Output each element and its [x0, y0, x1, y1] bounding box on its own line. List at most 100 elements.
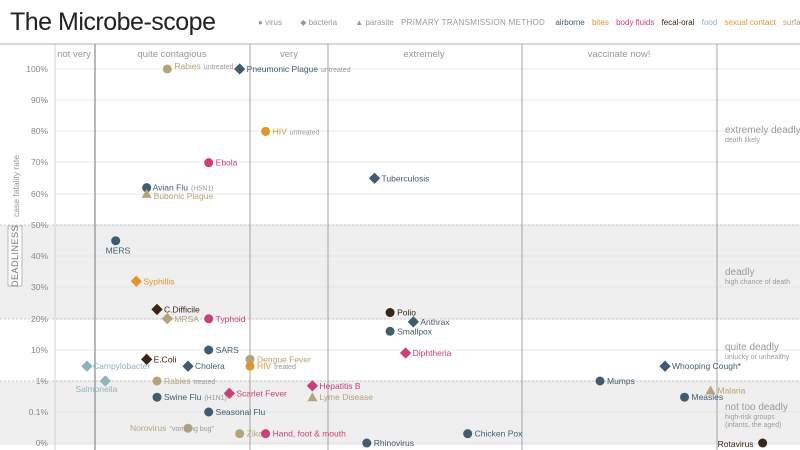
point-virus: [152, 392, 162, 402]
y-axis-title-box: [7, 225, 23, 287]
y-tick-label: 70%: [31, 157, 48, 167]
y-tick-label: 20%: [31, 314, 48, 324]
point-label: Polio: [397, 308, 416, 318]
point-label: Rabies untreated: [174, 61, 233, 71]
legend-virus: ● virus: [258, 18, 282, 27]
x-band-label: vaccinate now!: [588, 49, 651, 60]
point-virus: [204, 345, 214, 355]
legend-bacteria: ◆ bacteria: [300, 18, 338, 27]
point-label: Zika: [247, 429, 263, 439]
y-tick-label: 40%: [31, 251, 48, 261]
legend-surfaces: surfaces: [782, 18, 800, 27]
band-not-too-deadly-shade: [0, 381, 800, 445]
deadliness-band-sub: death likely: [725, 137, 761, 144]
point-note: "vomiting bug": [169, 426, 214, 433]
point-bacteria: [399, 347, 412, 359]
point-virus: [162, 64, 172, 74]
point-label: Smallpox: [397, 326, 433, 336]
point-label: Hand, foot & mouth: [273, 429, 347, 439]
point-label: HIV treated: [257, 361, 296, 371]
point-label: Diphtheria: [413, 348, 452, 358]
point-virus: [385, 326, 395, 336]
point-label: Avian Flu (H5N1): [153, 183, 214, 193]
point-virus: [595, 376, 605, 386]
point-virus: [261, 429, 271, 439]
point-bacteria: [151, 303, 163, 316]
point-note: untreated: [290, 129, 320, 136]
point-label: Measles: [692, 392, 724, 402]
point-label: Anthrax: [420, 317, 450, 327]
deadliness-band-sub: high chance of death: [725, 279, 790, 286]
point-label: SARS: [216, 345, 239, 355]
y-tick-label: 1%: [36, 376, 49, 386]
point-note: (H1N1): [204, 395, 227, 402]
point-label: Dengue Fever: [257, 354, 311, 364]
deadliness-band-sub: (infants, the aged): [725, 422, 781, 429]
method-legend-title: PRIMARY TRANSMISSION METHOD: [401, 18, 546, 27]
point-parasite: [705, 385, 716, 395]
point-label: Syphillis: [143, 276, 174, 286]
deadliness-band-label: not too deadly: [725, 402, 788, 413]
point-bacteria: [81, 360, 93, 372]
point-label: C.Difficile: [164, 304, 200, 314]
method-legend: PRIMARY TRANSMISSION METHOD airborne bit…: [401, 18, 800, 27]
point-label: HIV untreated: [273, 126, 320, 136]
y-tick-label: 0.1%: [29, 407, 49, 417]
legend-bites: bites: [591, 18, 609, 27]
point-bacteria: [182, 360, 194, 372]
legend-fecal-oral: fecal-oral: [661, 18, 695, 27]
point-note: treated: [274, 364, 296, 371]
point-label: Campylobacter: [93, 361, 150, 371]
x-band-label: not very: [57, 49, 91, 60]
point-bacteria: [161, 313, 173, 325]
point-parasite: [141, 188, 152, 198]
point-bacteria: [141, 353, 153, 365]
legend-food: food: [701, 18, 718, 27]
point-label: Tuberculosis: [382, 173, 430, 183]
point-label: Bubonic Plague: [154, 191, 214, 201]
point-label: MERS: [106, 246, 131, 256]
point-virus: [111, 236, 121, 246]
y-tick-label: 100%: [26, 64, 48, 74]
legend-airborne: airborne: [555, 18, 585, 27]
point-bacteria: [223, 387, 235, 399]
point-bacteria: [659, 360, 671, 372]
point-label: Salmonella: [75, 384, 117, 394]
point-virus: [142, 183, 152, 193]
deadliness-band-label: extremely deadly: [725, 125, 800, 136]
point-label: Ebola: [216, 158, 238, 168]
y-tick-label: 30%: [31, 282, 48, 292]
point-virus: [385, 308, 395, 318]
point-note: (H5N1): [191, 186, 214, 193]
point-note: untreated: [321, 67, 351, 74]
deadliness-band-sub: high-risk groups: [725, 414, 775, 421]
point-bacteria: [234, 63, 246, 75]
point-label: Whooping Cough*: [672, 361, 742, 371]
point-label: MRSA: [174, 314, 199, 324]
y-axis-label: case fatality rate: [11, 155, 21, 217]
point-bacteria: [130, 275, 142, 287]
point-label: Rabies treated: [164, 376, 215, 386]
point-label: Scarlet Fever: [236, 388, 287, 398]
legend-body-fluids: body fluids: [616, 18, 655, 27]
point-label: Rotavirus: [718, 439, 754, 449]
point-note: untreated: [204, 64, 234, 71]
point-virus: [362, 438, 372, 448]
point-note: treated: [193, 379, 215, 386]
point-label: Seasonal Flu: [216, 407, 266, 417]
point-parasite: [307, 392, 318, 402]
y-tick-label: 80%: [31, 126, 48, 136]
point-label: Typhoid: [216, 314, 246, 324]
deadliness-band-label: deadly: [725, 267, 754, 278]
point-label: Cholera: [195, 361, 225, 371]
point-virus: [261, 126, 271, 136]
point-virus: [245, 361, 255, 371]
legend-parasite: ▲ parasite: [355, 18, 394, 27]
x-band-label: quite contagious: [137, 49, 206, 60]
y-tick-label: 10%: [31, 345, 48, 355]
band-deadly-shade: [0, 225, 800, 319]
point-virus: [204, 407, 214, 417]
point-virus: [204, 314, 214, 324]
point-label: Norovirus "vomiting bug": [130, 423, 215, 433]
